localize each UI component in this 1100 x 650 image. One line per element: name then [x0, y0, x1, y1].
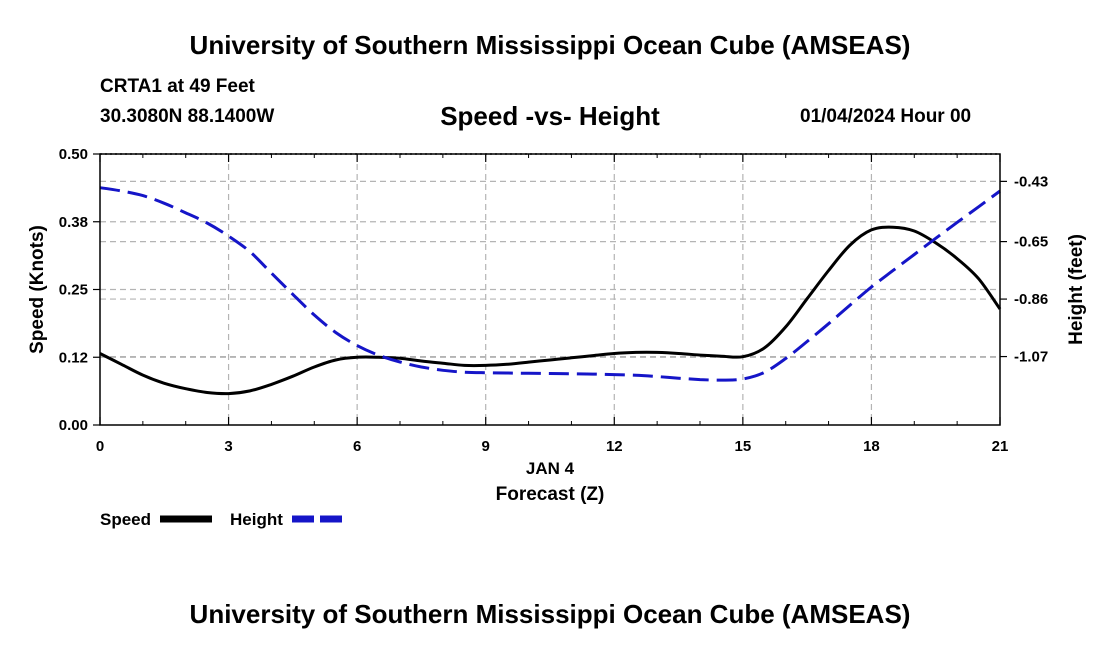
station-coordinates: 30.3080N 88.1400W [100, 106, 275, 127]
y2-axis-title: Height (feet) [1066, 234, 1087, 345]
footer-title: University of Southern Mississippi Ocean… [189, 599, 911, 629]
legend: Speed Height [100, 510, 343, 529]
series-line-speed [99, 225, 1002, 396]
grid [100, 154, 1000, 425]
station-label: CRTA1 at 49 Feet [100, 76, 255, 97]
x-axis-date-label: JAN 4 [526, 459, 575, 478]
x-tick-label: 0 [96, 438, 104, 455]
chart-title: University of Southern Mississippi Ocean… [189, 30, 911, 60]
y2-tick-label: -0.86 [1014, 291, 1048, 308]
axes: 0 3 6 9 12 15 18 21 0.00 0.12 0.25 0.38 0.50 -1.07 -0.… [59, 146, 1048, 455]
y-axis-title: Speed (Knots) [27, 225, 48, 354]
y-tick-label: 0.00 [59, 417, 88, 434]
x-axis-title: Forecast (Z) [496, 484, 605, 505]
legend-height-label: Height [230, 510, 283, 529]
y2-tick-label: -0.65 [1014, 234, 1048, 251]
x-tick-label: 18 [863, 438, 880, 455]
y-tick-label: 0.50 [59, 146, 88, 163]
y2-tick-label: -0.43 [1014, 173, 1048, 190]
forecast-datestamp: 01/04/2024 Hour 00 [800, 106, 972, 127]
x-tick-label: 12 [606, 438, 623, 455]
y-tick-label: 0.12 [59, 349, 88, 366]
chart-subtitle: Speed -vs- Height [440, 101, 660, 131]
x-tick-label: 3 [224, 438, 232, 455]
x-tick-label: 6 [353, 438, 361, 455]
y-tick-label: 0.38 [59, 214, 88, 231]
x-tick-label: 15 [735, 438, 752, 455]
y2-tick-label: -1.07 [1014, 349, 1048, 366]
series-line-height [99, 186, 1001, 382]
x-tick-label: 21 [992, 438, 1009, 455]
y-tick-label: 0.25 [59, 282, 88, 299]
legend-speed-label: Speed [100, 510, 151, 529]
series-lines [99, 186, 1002, 396]
x-tick-label: 9 [482, 438, 490, 455]
